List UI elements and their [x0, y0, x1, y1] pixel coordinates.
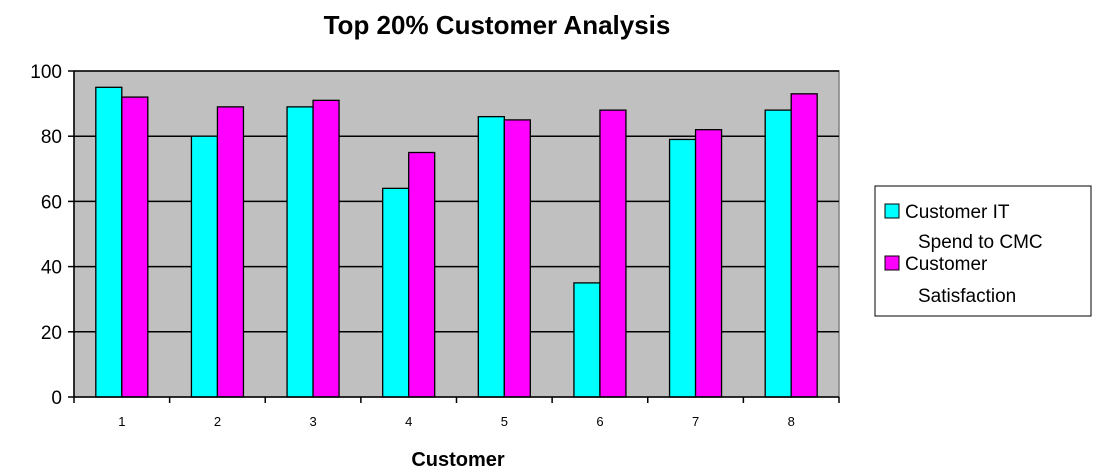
bar-series-1-customer-5	[477, 115, 505, 398]
bar-series-2-customer-8	[790, 93, 818, 398]
bar-series-2-customer-7	[694, 129, 723, 398]
legend-box	[874, 185, 1092, 317]
x-tick-label: 5	[501, 414, 508, 429]
bar-series-2-customer-3	[312, 99, 340, 398]
chart-title: Top 20% Customer Analysis	[324, 10, 671, 40]
legend-swatch-series-1	[884, 203, 900, 219]
bar-series-1-customer-4	[382, 187, 410, 398]
plot-area	[73, 70, 840, 398]
legend-label-series-2-line-1: Customer	[905, 254, 988, 275]
bar-series-1-customer-2	[190, 135, 219, 398]
x-tick-label: 8	[788, 414, 795, 429]
legend-label-series-2-line-2: Satisfaction	[918, 286, 1016, 307]
y-tick-label: 60	[41, 192, 62, 213]
y-axis-ticks: 0 20 40 60 80 100	[30, 62, 74, 409]
y-tick-label: 80	[41, 127, 62, 148]
x-tick-label: 1	[118, 414, 125, 429]
bar-series-2-customer-5	[503, 119, 531, 398]
bar-series-1-customer-6	[573, 282, 601, 398]
legend-swatch-series-2	[884, 255, 900, 271]
legend-label-series-1-line-1: Customer IT	[905, 202, 1010, 223]
y-tick-label: 100	[30, 62, 62, 83]
y-tick-label: 0	[51, 388, 62, 409]
bar-series-2-customer-6	[599, 109, 627, 398]
y-tick-label: 40	[41, 258, 62, 279]
bar-series-1-customer-7	[668, 138, 697, 398]
legend-label-series-1-line-2: Spend to CMC	[918, 232, 1043, 253]
bar-series-2-customer-2	[216, 106, 245, 398]
x-tick-label: 2	[214, 414, 221, 429]
bar-series-1-customer-8	[764, 109, 792, 398]
legend: Customer IT Spend to CMC Customer Satisf…	[874, 185, 1092, 317]
x-tick-label: 4	[405, 414, 412, 429]
bars	[95, 86, 818, 398]
bar-series-1-customer-3	[286, 106, 314, 398]
x-tick-label: 7	[692, 414, 699, 429]
x-tick-label: 6	[596, 414, 603, 429]
bar-series-1-customer-1	[95, 86, 123, 398]
bar-series-2-customer-4	[408, 151, 436, 398]
x-axis-ticks: 1 2 3 4 5 6 7 8	[73, 397, 840, 429]
bar-series-2-customer-1	[121, 96, 149, 398]
x-axis-title: Customer	[411, 449, 505, 471]
x-tick-label: 3	[309, 414, 316, 429]
y-tick-label: 20	[41, 323, 62, 344]
